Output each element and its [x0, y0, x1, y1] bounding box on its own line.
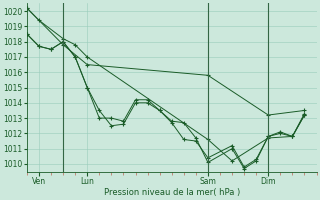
X-axis label: Pression niveau de la mer( hPa ): Pression niveau de la mer( hPa ): [104, 188, 240, 197]
